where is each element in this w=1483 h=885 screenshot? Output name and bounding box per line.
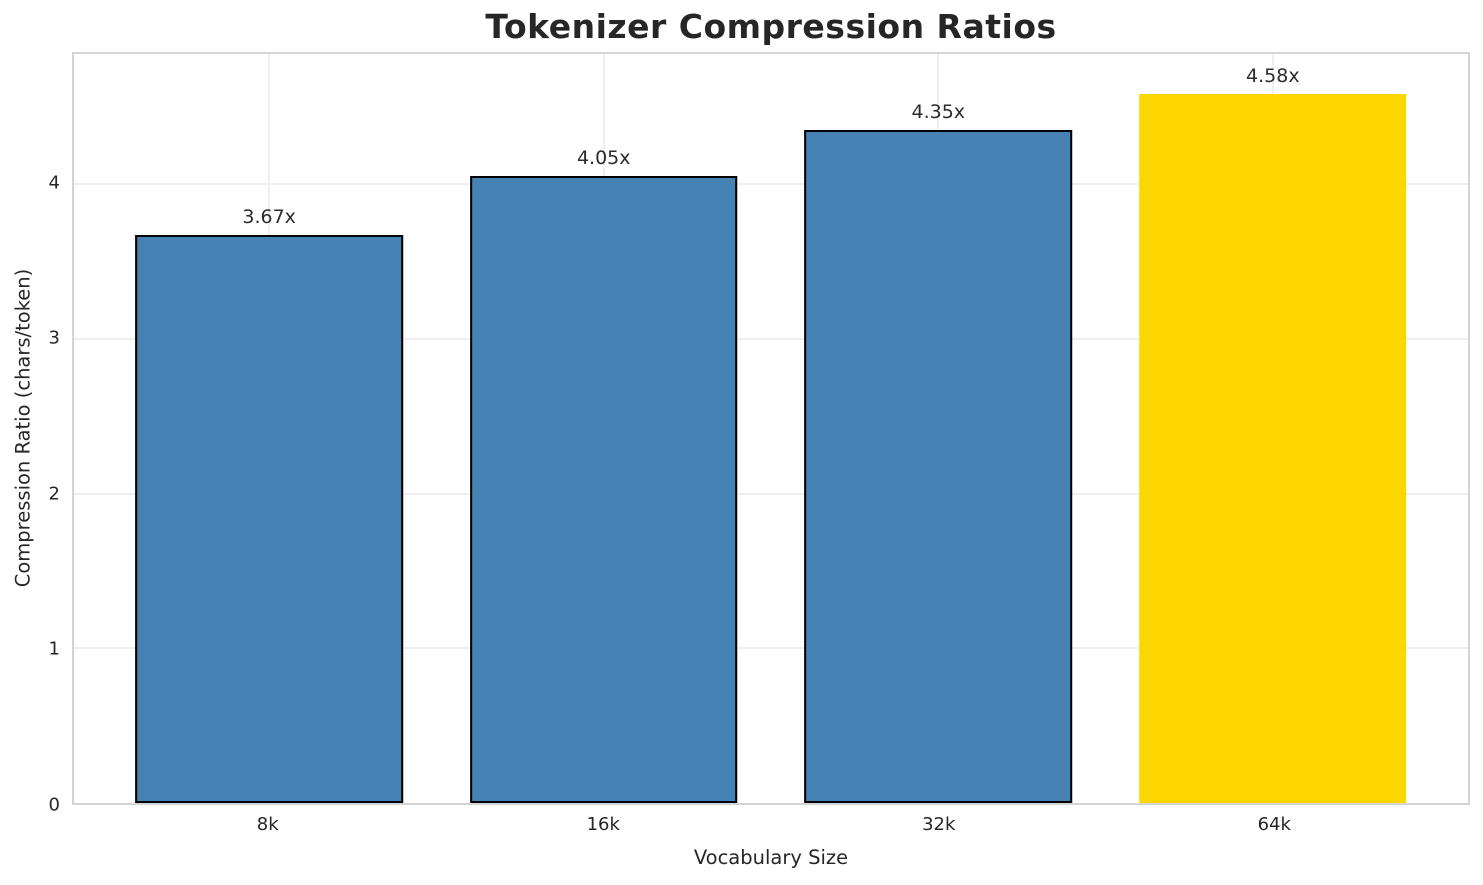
- bar-64k: [1139, 94, 1407, 803]
- bars-layer: 3.67x 4.05x 4.35x 4.58x: [74, 54, 1468, 803]
- bar-32k: [804, 129, 1073, 803]
- x-tick-label-8k: 8k: [256, 814, 279, 835]
- bar-value-label-16k: 4.05x: [576, 147, 631, 170]
- h-gridline-2: [74, 492, 1468, 495]
- y-tick-label-2: 2: [48, 483, 60, 505]
- y-axis-ticks: 0 1 2 3 4: [0, 52, 60, 815]
- h-gridline-3: [74, 337, 1468, 340]
- bar-8k: [135, 235, 403, 803]
- y-tick-label-1: 1: [48, 638, 60, 660]
- plot-area: 3.67x 4.05x 4.35x 4.58x: [72, 52, 1470, 805]
- x-axis-ticks: 8k 16k 32k 64k: [72, 814, 1470, 840]
- x-tick-label-16k: 16k: [586, 814, 620, 835]
- h-gridline-1: [74, 647, 1468, 650]
- x-tick-label-32k: 32k: [922, 814, 956, 835]
- x-axis-label: Vocabulary Size: [693, 846, 849, 869]
- bar-value-label-64k: 4.58x: [1246, 65, 1300, 88]
- y-tick-label-3: 3: [48, 327, 60, 349]
- bar-value-label-32k: 4.35x: [911, 100, 966, 123]
- chart-title: Tokenizer Compression Ratios: [485, 7, 1057, 46]
- y-tick-label-4: 4: [48, 172, 60, 194]
- h-gridline-4: [74, 183, 1468, 185]
- x-tick-label-64k: 64k: [1257, 814, 1291, 835]
- bar-value-label-8k: 3.67x: [242, 206, 296, 229]
- bar-16k: [469, 176, 738, 803]
- y-tick-label-0: 0: [48, 794, 60, 816]
